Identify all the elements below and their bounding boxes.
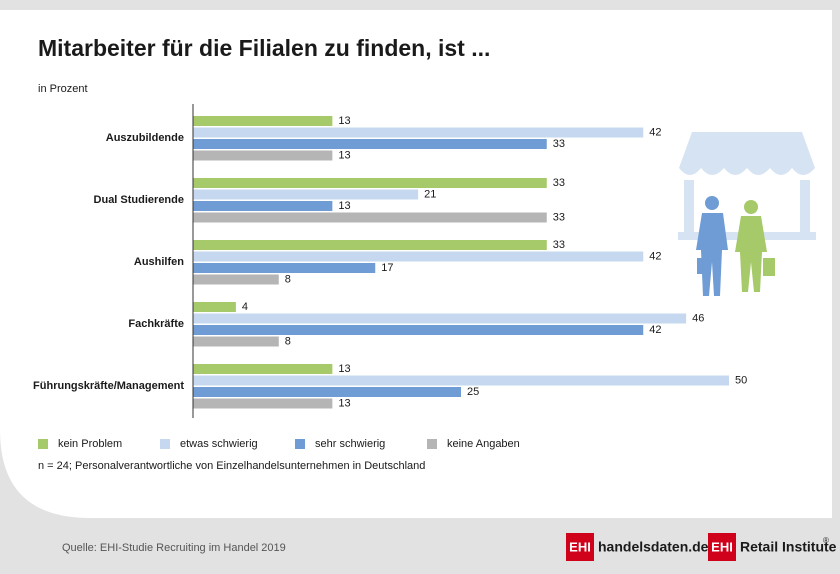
value-label: 42 [649, 126, 661, 138]
value-label: 13 [338, 363, 350, 375]
logo-text: Retail Institute [740, 539, 837, 555]
source: Quelle: EHI-Studie Recruiting im Handel … [62, 542, 286, 554]
bar [193, 240, 547, 250]
bar [193, 178, 547, 188]
legend-label: kein Problem [58, 438, 122, 450]
value-label: 25 [467, 386, 479, 398]
category-label: Dual Studierende [94, 194, 184, 206]
bar [193, 336, 279, 347]
logo-mark: EHI [711, 539, 733, 554]
bar [193, 150, 333, 161]
category-label: Fachkräfte [128, 318, 184, 330]
value-label: 21 [424, 188, 436, 200]
bar [193, 263, 376, 273]
legend-label: etwas schwierig [180, 438, 258, 450]
value-label: 13 [338, 149, 350, 161]
category-label: Aushilfen [134, 256, 184, 268]
value-label: 33 [553, 211, 565, 223]
legend-swatch [160, 439, 170, 449]
category-label: Führungskräfte/Management [33, 380, 184, 392]
value-label: 4 [242, 301, 248, 313]
bar [193, 364, 333, 374]
legend-swatch [38, 439, 48, 449]
value-label: 13 [338, 200, 350, 212]
category-label: Auszubildende [106, 132, 184, 144]
legend-swatch [427, 439, 437, 449]
subtitle: in Prozent [38, 83, 88, 95]
bar [193, 251, 644, 262]
value-label: 42 [649, 250, 661, 262]
logo-box [566, 533, 594, 561]
bar [193, 274, 279, 285]
legend-label: sehr schwierig [315, 438, 385, 450]
logo-text: handelsdaten.de [598, 539, 709, 555]
value-label: 17 [381, 262, 393, 274]
bar [193, 325, 644, 335]
value-label: 46 [692, 312, 704, 324]
logo-sup: ® [823, 536, 829, 545]
bar [193, 313, 687, 324]
value-label: 33 [553, 239, 565, 251]
legend-label: keine Angaben [447, 438, 520, 450]
value-label: 13 [338, 397, 350, 409]
bar [193, 387, 461, 397]
bar [193, 127, 644, 138]
bar [193, 189, 419, 200]
value-label: 42 [649, 324, 661, 336]
legend-swatch [295, 439, 305, 449]
value-label: 13 [338, 115, 350, 127]
value-label: 8 [285, 335, 291, 347]
logo-box [708, 533, 736, 561]
bar [193, 398, 333, 409]
bar [193, 302, 236, 312]
value-label: 33 [553, 138, 565, 150]
value-label: 8 [285, 273, 291, 285]
note: n = 24; Personalverantwortliche von Einz… [38, 460, 425, 472]
value-label: 33 [553, 177, 565, 189]
bar [193, 139, 547, 149]
logo-mark: EHI [569, 539, 591, 554]
bar [193, 212, 547, 223]
bar [193, 201, 333, 211]
shop-illustration [678, 132, 816, 296]
value-label: 50 [735, 374, 747, 386]
logo: EHI handelsdaten.de EHI Retail Institute… [566, 533, 837, 561]
bar [193, 375, 729, 386]
bar [193, 116, 333, 126]
chart-title: Mitarbeiter für die Filialen zu finden, … [38, 35, 490, 61]
